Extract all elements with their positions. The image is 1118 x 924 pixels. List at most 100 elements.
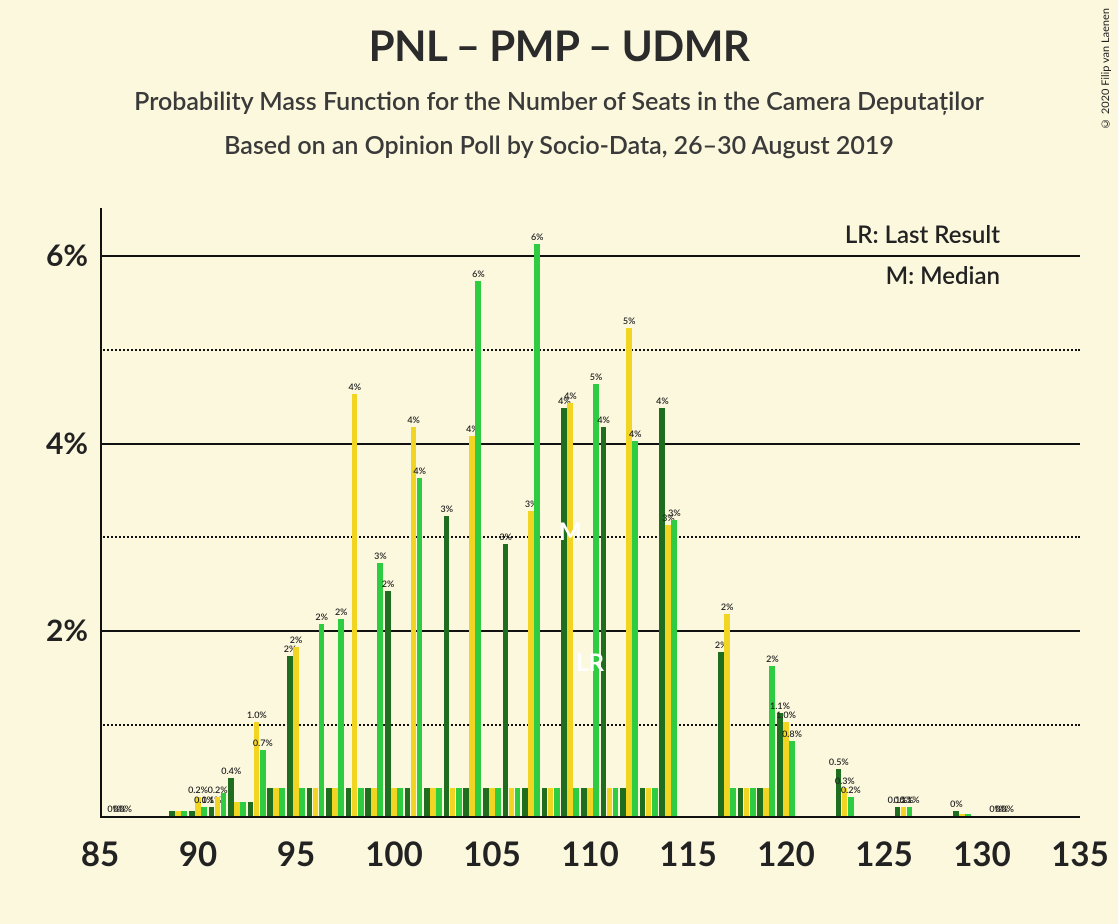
bar xyxy=(848,797,854,816)
bar xyxy=(436,788,442,816)
y-tick-label: 4% xyxy=(46,425,88,461)
bar-value-label: 0.5% xyxy=(829,756,849,767)
bar xyxy=(489,788,495,816)
bar xyxy=(397,788,403,816)
bar xyxy=(469,436,475,816)
last-result-marker: LR xyxy=(576,648,604,677)
bar xyxy=(522,788,528,816)
bar-value-label: 4% xyxy=(564,390,577,401)
bar xyxy=(959,814,965,816)
bar-value-label: 0.4% xyxy=(221,765,241,776)
bar xyxy=(665,525,671,816)
bar xyxy=(730,788,736,816)
bar xyxy=(652,788,658,816)
bar xyxy=(267,788,273,816)
bar xyxy=(561,408,567,816)
bar xyxy=(338,619,344,816)
bar xyxy=(352,394,358,816)
x-tick-label: 125 xyxy=(855,834,912,874)
bar-value-label: 6% xyxy=(472,268,485,279)
bar xyxy=(620,788,626,816)
grid-line-major xyxy=(100,630,1080,632)
bar xyxy=(240,802,246,816)
bar xyxy=(646,788,652,816)
bar xyxy=(385,591,391,816)
chart-title: PNL – PMP – UDMR xyxy=(0,0,1118,70)
x-tick-label: 105 xyxy=(463,834,520,874)
bar-value-label: 4% xyxy=(656,395,669,406)
bar xyxy=(475,281,481,816)
bar xyxy=(495,788,501,816)
bar xyxy=(789,741,795,816)
bar xyxy=(215,797,221,816)
x-tick-label: 120 xyxy=(757,834,814,874)
bar-value-label: 2% xyxy=(382,578,395,589)
bar-value-label: 2% xyxy=(315,611,328,622)
bar xyxy=(769,666,775,816)
bar xyxy=(201,807,207,816)
bar-value-label: 3% xyxy=(668,507,681,518)
bar xyxy=(228,778,234,816)
bar-value-label: 0% xyxy=(1001,803,1014,814)
bar xyxy=(724,614,730,816)
bar xyxy=(542,788,548,816)
bar xyxy=(573,788,579,816)
chart-subtitle-2: Based on an Opinion Poll by Socio-Data, … xyxy=(0,130,1118,160)
x-tick-label: 90 xyxy=(179,834,217,874)
bar-value-label: 4% xyxy=(413,465,426,476)
grid-line-minor xyxy=(100,349,1080,351)
bar xyxy=(444,516,450,816)
bar-value-label: 3% xyxy=(374,550,387,561)
bar xyxy=(587,788,593,816)
bar xyxy=(417,478,423,816)
bar xyxy=(293,647,299,816)
bar xyxy=(901,807,907,816)
bar-value-label: 0% xyxy=(950,798,963,809)
bar xyxy=(515,788,521,816)
bar-value-label: 4% xyxy=(407,414,420,425)
x-tick-label: 85 xyxy=(81,834,119,874)
bar xyxy=(503,544,509,816)
grid-line-minor xyxy=(100,724,1080,726)
bar xyxy=(613,788,619,816)
grid-line-major xyxy=(100,443,1080,445)
bar-value-label: 2% xyxy=(721,601,734,612)
bar xyxy=(430,788,436,816)
bar xyxy=(671,520,677,816)
bar xyxy=(895,807,901,816)
bar xyxy=(483,788,489,816)
bar xyxy=(607,788,613,816)
bar-value-label: 2% xyxy=(766,653,779,664)
x-tick-label: 130 xyxy=(953,834,1010,874)
bar-value-label: 5% xyxy=(623,315,636,326)
bar xyxy=(175,811,181,816)
bar xyxy=(593,384,599,816)
bar-value-label: 3% xyxy=(499,531,512,542)
bar-value-label: 4% xyxy=(629,428,642,439)
bar xyxy=(332,788,338,816)
bar-value-label: 6% xyxy=(531,231,544,242)
bar-value-label: 1.0% xyxy=(247,709,267,720)
bar xyxy=(346,788,352,816)
bar xyxy=(738,788,744,816)
bar xyxy=(907,807,913,816)
bar xyxy=(189,811,195,816)
y-tick-label: 6% xyxy=(46,237,88,273)
copyright-text: © 2020 Filip van Laenen xyxy=(1099,8,1112,130)
bar xyxy=(763,788,769,816)
bar xyxy=(548,788,554,816)
bar xyxy=(365,788,371,816)
bar-value-label: 0.8% xyxy=(782,728,802,739)
bar xyxy=(424,788,430,816)
bar xyxy=(626,328,632,816)
grid-line-major xyxy=(100,255,1080,257)
plot-area: 0%0%0%0.2%0.1%0.1%0.2%0.4%1.0%0.7%2%2%2%… xyxy=(100,208,1080,818)
bar xyxy=(307,788,313,816)
bar-value-label: 3% xyxy=(441,503,454,514)
bar xyxy=(463,788,469,816)
bar xyxy=(640,788,646,816)
bar-value-label: 5% xyxy=(590,371,603,382)
bar xyxy=(744,788,750,816)
x-tick-label: 115 xyxy=(659,834,716,874)
x-tick-label: 95 xyxy=(277,834,315,874)
